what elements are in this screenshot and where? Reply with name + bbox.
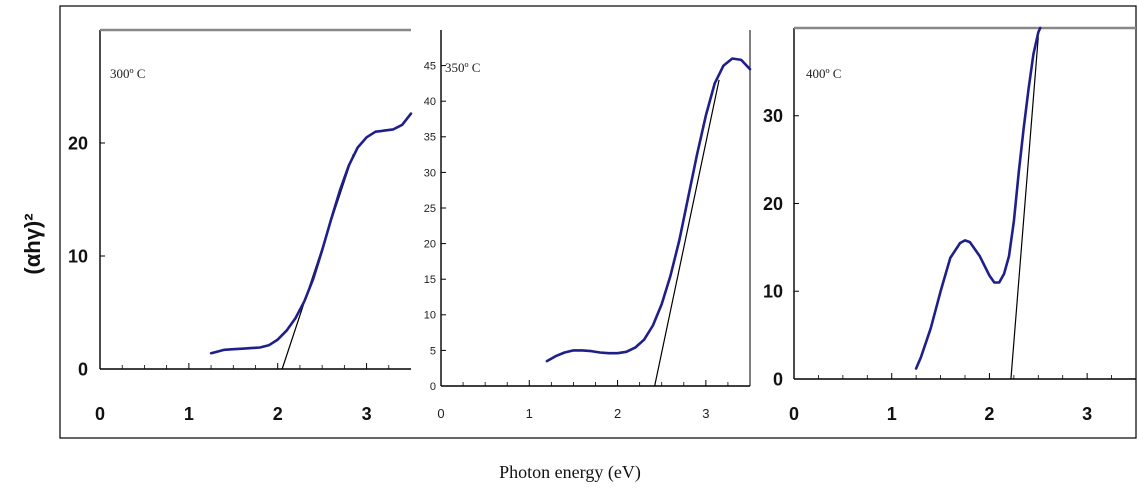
panel-1-x-tick-label: 1 [184, 404, 194, 424]
panel-2-absorption-curve [545, 57, 752, 363]
panel-1: 0 10 20 0 1 2 3 300º C [68, 28, 413, 424]
panel-3-temperature-label: 400º C [806, 66, 841, 81]
panel-3-y-tick-label: 10 [763, 282, 783, 302]
panel-2-x-tick-label: 0 [437, 406, 444, 421]
panel-2-y-tick-label: 5 [430, 345, 436, 357]
panel-2-temperature-label: 350º C [445, 60, 480, 75]
panel-1-x-tick-label: 2 [273, 404, 283, 424]
panel-2-x-tick-label: 3 [702, 406, 709, 421]
panel-2: 0 5 10 15 20 25 30 35 40 45 0 1 2 3 350º C [424, 30, 752, 421]
panel-3-y-tick-label: 30 [763, 106, 783, 126]
panel-2-x-tick-label: 1 [526, 406, 533, 421]
panel-3-x-tick-label: 1 [887, 404, 897, 424]
panel-3: 0 10 20 30 0 1 2 3 400º C [763, 26, 1136, 424]
panel-2-y-tick-label: 25 [424, 203, 436, 215]
panel-3-x-tick-label: 3 [1082, 404, 1092, 424]
panel-2-x-tick-label: 2 [614, 406, 621, 421]
figure-frame [59, 5, 1137, 439]
panel-1-temperature-label: 300º C [110, 66, 145, 81]
panel-2-y-tick-label: 15 [424, 274, 436, 286]
panel-2-linear-fit-line [654, 79, 720, 387]
panel-2-y-tick-label: 0 [430, 381, 436, 393]
panel-3-linear-fit-line [1010, 36, 1039, 380]
panel-1-x-tick-label: 3 [362, 404, 372, 424]
panel-1-x-tick-label: 0 [95, 404, 105, 424]
panel-3-x-tick-label: 0 [789, 404, 799, 424]
panel-2-y-tick-label: 20 [424, 238, 436, 250]
x-axis-title: Photon energy (eV) [499, 462, 641, 483]
panel-2-y-tick-label: 35 [424, 132, 436, 144]
panel-2-y-tick-label: 45 [424, 60, 436, 72]
panel-1-y-tick-label: 20 [68, 133, 88, 153]
panel-3-absorption-curve [914, 26, 1042, 370]
panel-2-y-tick-label: 40 [424, 96, 436, 108]
panel-3-y-tick-label: 20 [763, 194, 783, 214]
panel-1-y-tick-label: 0 [78, 359, 88, 379]
y-axis-title: (αhγ)² [20, 213, 45, 274]
panel-2-y-tick-label: 10 [424, 310, 436, 322]
panel-3-x-tick-label: 2 [984, 404, 994, 424]
panel-3-y-tick-label: 0 [773, 369, 783, 389]
panel-2-y-tick-label: 30 [424, 167, 436, 179]
panel-1-absorption-curve [209, 112, 413, 355]
panel-1-y-tick-label: 10 [68, 246, 88, 266]
